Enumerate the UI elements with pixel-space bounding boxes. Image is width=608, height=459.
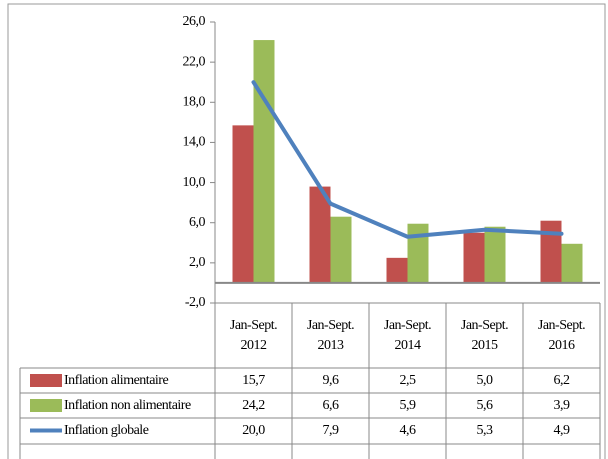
table-value: 5,3 [476, 422, 494, 438]
bar [309, 186, 331, 283]
y-tick-label: 6,0 [189, 215, 206, 230]
table-value: 6,6 [322, 397, 340, 413]
y-tick-label: 26,0 [183, 14, 206, 29]
bar [561, 243, 583, 283]
bar [484, 226, 506, 283]
table-value: 2,5 [399, 372, 417, 388]
bar [232, 125, 254, 283]
table-value: 3,9 [553, 397, 571, 413]
y-tick-label: 22,0 [183, 54, 206, 69]
x-tick-label: Jan-Sept. 2013 [306, 317, 355, 353]
table-value: 4,9 [553, 422, 571, 438]
bar [540, 220, 562, 283]
table-value: 6,2 [553, 372, 571, 388]
y-tick-label: -2,0 [185, 295, 206, 310]
y-tick-label: 2,0 [189, 255, 206, 270]
x-tick-label: Jan-Sept. 2016 [537, 317, 586, 353]
x-tick-label: Jan-Sept. 2014 [383, 317, 432, 353]
bar [463, 232, 485, 283]
bar [407, 223, 429, 283]
y-tick-label: 18,0 [183, 95, 206, 110]
frame [7, 3, 606, 459]
table-value: 7,9 [322, 422, 340, 438]
x-tick-label: Jan-Sept. 2015 [460, 317, 509, 353]
table-value: 5,6 [476, 397, 494, 413]
bar [386, 257, 408, 283]
legend-label: Inflation alimentaire [64, 372, 169, 388]
table-value: 5,9 [399, 397, 417, 413]
legend-label: Inflation non alimentaire [64, 397, 191, 413]
x-tick-label: Jan-Sept. 2012 [229, 317, 278, 353]
table-value: 4,6 [399, 422, 417, 438]
y-tick-label: 10,0 [183, 175, 206, 190]
table-value: 15,7 [242, 372, 265, 388]
y-tick-label: 14,0 [183, 135, 206, 150]
legend-label: Inflation globale [64, 422, 149, 438]
legend-key [30, 374, 62, 387]
table-value: 9,6 [322, 372, 340, 388]
line [251, 80, 564, 239]
legend-key [30, 399, 62, 412]
table-value: 24,2 [242, 397, 265, 413]
table-value: 5,0 [476, 372, 494, 388]
table-value: 20,0 [242, 422, 265, 438]
bar [330, 216, 352, 283]
bar [253, 40, 275, 283]
